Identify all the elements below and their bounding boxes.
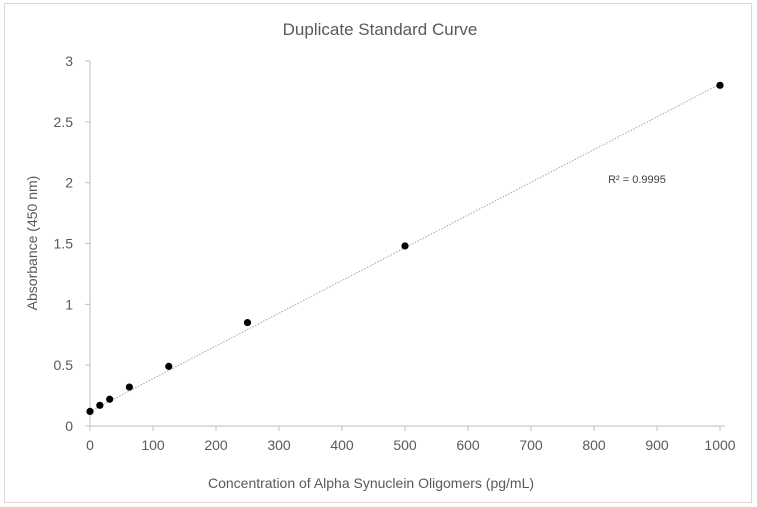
y-axis-label: Absorbance (450 nm) [24, 176, 40, 311]
y-tick-label: 2 [65, 175, 73, 191]
data-point [401, 242, 409, 250]
x-tick-label: 500 [393, 437, 417, 453]
data-point [86, 407, 94, 415]
y-tick-label: 1.5 [54, 236, 74, 252]
x-tick-label: 800 [582, 437, 606, 453]
chart-title: Duplicate Standard Curve [283, 20, 478, 39]
y-tick-label: 0 [65, 418, 73, 434]
y-tick-label: 3 [65, 53, 73, 69]
data-point [243, 318, 252, 327]
data-point [96, 401, 104, 409]
x-tick-label: 200 [204, 437, 228, 453]
tick-labels: 0 100 200 300 400 500 600 700 800 900 1000 0 0.5 1 1.5… [54, 53, 736, 453]
x-tick-label: 100 [141, 437, 165, 453]
x-tick-label: 300 [267, 437, 291, 453]
data-point [165, 362, 173, 370]
x-tick-label: 1000 [704, 437, 735, 453]
data-point [716, 81, 724, 89]
x-axis-label: Concentration of Alpha Synuclein Oligome… [208, 475, 534, 491]
data-points [86, 81, 724, 415]
y-tick-label: 0.5 [54, 357, 74, 373]
data-point [125, 383, 133, 391]
axes [85, 60, 725, 431]
y-tick-label: 2.5 [54, 114, 74, 130]
x-tick-label: 900 [645, 437, 669, 453]
x-tick-label: 400 [330, 437, 354, 453]
r-squared-annotation: R² = 0.9995 [608, 174, 666, 186]
y-tick-label: 1 [65, 296, 73, 312]
x-tick-label: 700 [519, 437, 543, 453]
data-point [106, 395, 114, 403]
chart-frame [4, 3, 752, 503]
x-tick-label: 600 [456, 437, 480, 453]
x-tick-label: 0 [86, 437, 94, 453]
